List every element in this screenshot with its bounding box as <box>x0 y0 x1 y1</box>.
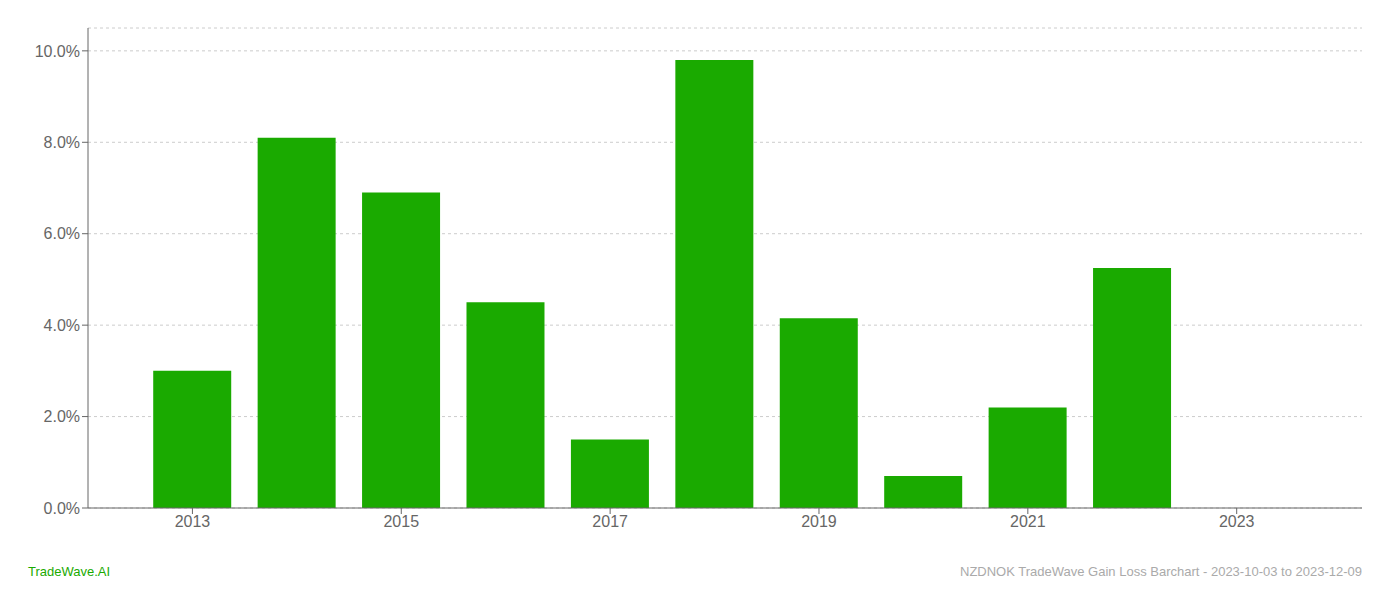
svg-text:2.0%: 2.0% <box>44 408 80 425</box>
svg-text:0.0%: 0.0% <box>44 500 80 517</box>
svg-text:2019: 2019 <box>801 513 837 530</box>
svg-text:8.0%: 8.0% <box>44 134 80 151</box>
svg-text:2023: 2023 <box>1219 513 1255 530</box>
svg-text:10.0%: 10.0% <box>35 43 80 60</box>
html-text:NZDNOK TradeWave Gain Loss Bar: NZDNOK TradeWave Gain Loss Barchart - 20… <box>960 564 1362 579</box>
svg-text:2017: 2017 <box>592 513 628 530</box>
svg-text:4.0%: 4.0% <box>44 317 80 334</box>
svg-text:2021: 2021 <box>1010 513 1046 530</box>
svg-text:2015: 2015 <box>383 513 419 530</box>
svg-text:2013: 2013 <box>175 513 211 530</box>
svg-text:6.0%: 6.0% <box>44 225 80 242</box>
html-text:TradeWave.AI: TradeWave.AI <box>28 564 111 579</box>
